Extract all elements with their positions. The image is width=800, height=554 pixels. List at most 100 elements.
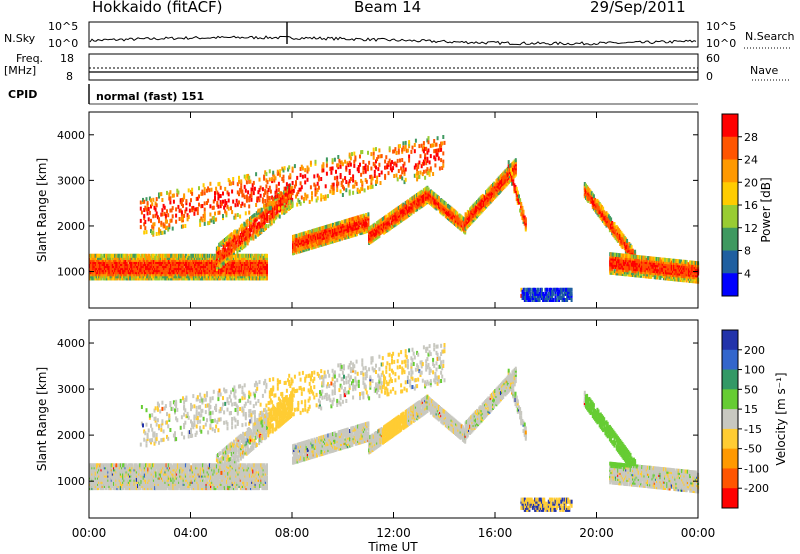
range-cell	[158, 194, 160, 199]
range-cell	[217, 245, 219, 250]
range-cell	[147, 264, 150, 269]
range-cell	[372, 231, 375, 236]
range-cell	[612, 271, 615, 275]
range-cell	[369, 234, 372, 239]
range-cell	[412, 195, 415, 200]
range-cell	[600, 213, 603, 218]
range-cell	[106, 264, 109, 269]
range-cell	[142, 257, 145, 262]
range-cell	[300, 246, 302, 251]
range-cell	[630, 270, 633, 275]
range-cell	[666, 258, 669, 263]
range-cell	[242, 253, 244, 258]
range-cell	[108, 255, 111, 260]
range-cell	[624, 241, 627, 246]
range-cell	[651, 273, 654, 277]
range-cell	[676, 273, 679, 278]
range-cell	[153, 205, 156, 210]
range-cell	[314, 244, 317, 249]
range-cell	[516, 190, 519, 195]
range-cell	[133, 272, 136, 277]
range-cell	[208, 268, 211, 273]
range-cell	[672, 258, 674, 263]
range-cell	[142, 276, 145, 281]
range-cell	[99, 260, 102, 264]
range-cell	[558, 296, 561, 300]
range-cell	[628, 270, 631, 275]
range-cell	[91, 253, 94, 258]
range-cell	[255, 255, 258, 260]
range-cell	[113, 255, 115, 260]
range-cell	[271, 210, 274, 215]
range-cell	[265, 213, 267, 218]
range-cell	[264, 272, 267, 277]
range-cell	[262, 213, 265, 218]
range-cell	[605, 211, 608, 216]
range-cell	[155, 253, 158, 258]
range-cell	[182, 218, 184, 223]
range-cell	[164, 276, 167, 281]
range-cell	[614, 261, 617, 265]
range-cell	[381, 221, 384, 226]
range-cell	[240, 272, 243, 277]
range-cell	[228, 268, 231, 273]
range-cell	[682, 270, 685, 274]
range-cell	[208, 260, 211, 264]
range-cell	[171, 193, 174, 198]
range-cell	[445, 215, 448, 220]
range-cell	[310, 231, 313, 236]
range-cell	[222, 261, 225, 266]
range-cell	[255, 225, 258, 230]
range-cell	[135, 260, 138, 264]
range-cell	[529, 296, 532, 300]
range-cell	[167, 260, 170, 264]
range-cell	[381, 225, 384, 230]
range-cell	[624, 247, 627, 252]
range-cell	[221, 239, 224, 244]
range-cell	[119, 253, 122, 258]
range-cell	[685, 260, 688, 265]
range-cell	[93, 253, 96, 258]
range-cell	[645, 258, 648, 262]
range-cell	[316, 227, 318, 232]
range-cell	[243, 223, 246, 228]
range-cell	[181, 253, 184, 258]
range-cell	[656, 267, 658, 272]
range-cell	[318, 241, 321, 246]
range-cell	[359, 227, 362, 231]
range-cell	[233, 234, 235, 239]
range-cell	[93, 260, 96, 264]
range-cell	[650, 270, 653, 275]
range-cell	[634, 273, 637, 278]
range-cell	[167, 272, 170, 277]
range-cell	[235, 272, 238, 277]
range-cell	[464, 226, 467, 231]
range-cell	[597, 212, 600, 217]
range-cell	[149, 268, 152, 273]
range-cell	[445, 204, 448, 209]
range-cell	[598, 204, 601, 209]
range-cell	[314, 240, 317, 245]
range-cell	[480, 199, 483, 204]
range-cell	[143, 222, 146, 227]
range-cell	[627, 262, 630, 267]
range-cell	[133, 268, 136, 273]
range-cell	[638, 259, 641, 264]
range-cell	[93, 268, 96, 273]
range-cell	[95, 276, 98, 281]
range-cell	[254, 268, 257, 273]
range-cell	[658, 261, 661, 266]
range-cell	[608, 220, 611, 224]
range-cell	[503, 178, 506, 183]
range-cell	[328, 224, 331, 228]
range-cell	[590, 199, 593, 204]
range-cell	[148, 276, 151, 281]
range-cell	[675, 269, 678, 274]
range-cell	[442, 208, 445, 213]
range-cell	[143, 255, 146, 260]
range-cell	[433, 198, 436, 203]
range-cell	[528, 296, 531, 300]
range-cell	[622, 259, 625, 264]
range-cell	[237, 230, 240, 235]
range-cell	[615, 233, 618, 238]
